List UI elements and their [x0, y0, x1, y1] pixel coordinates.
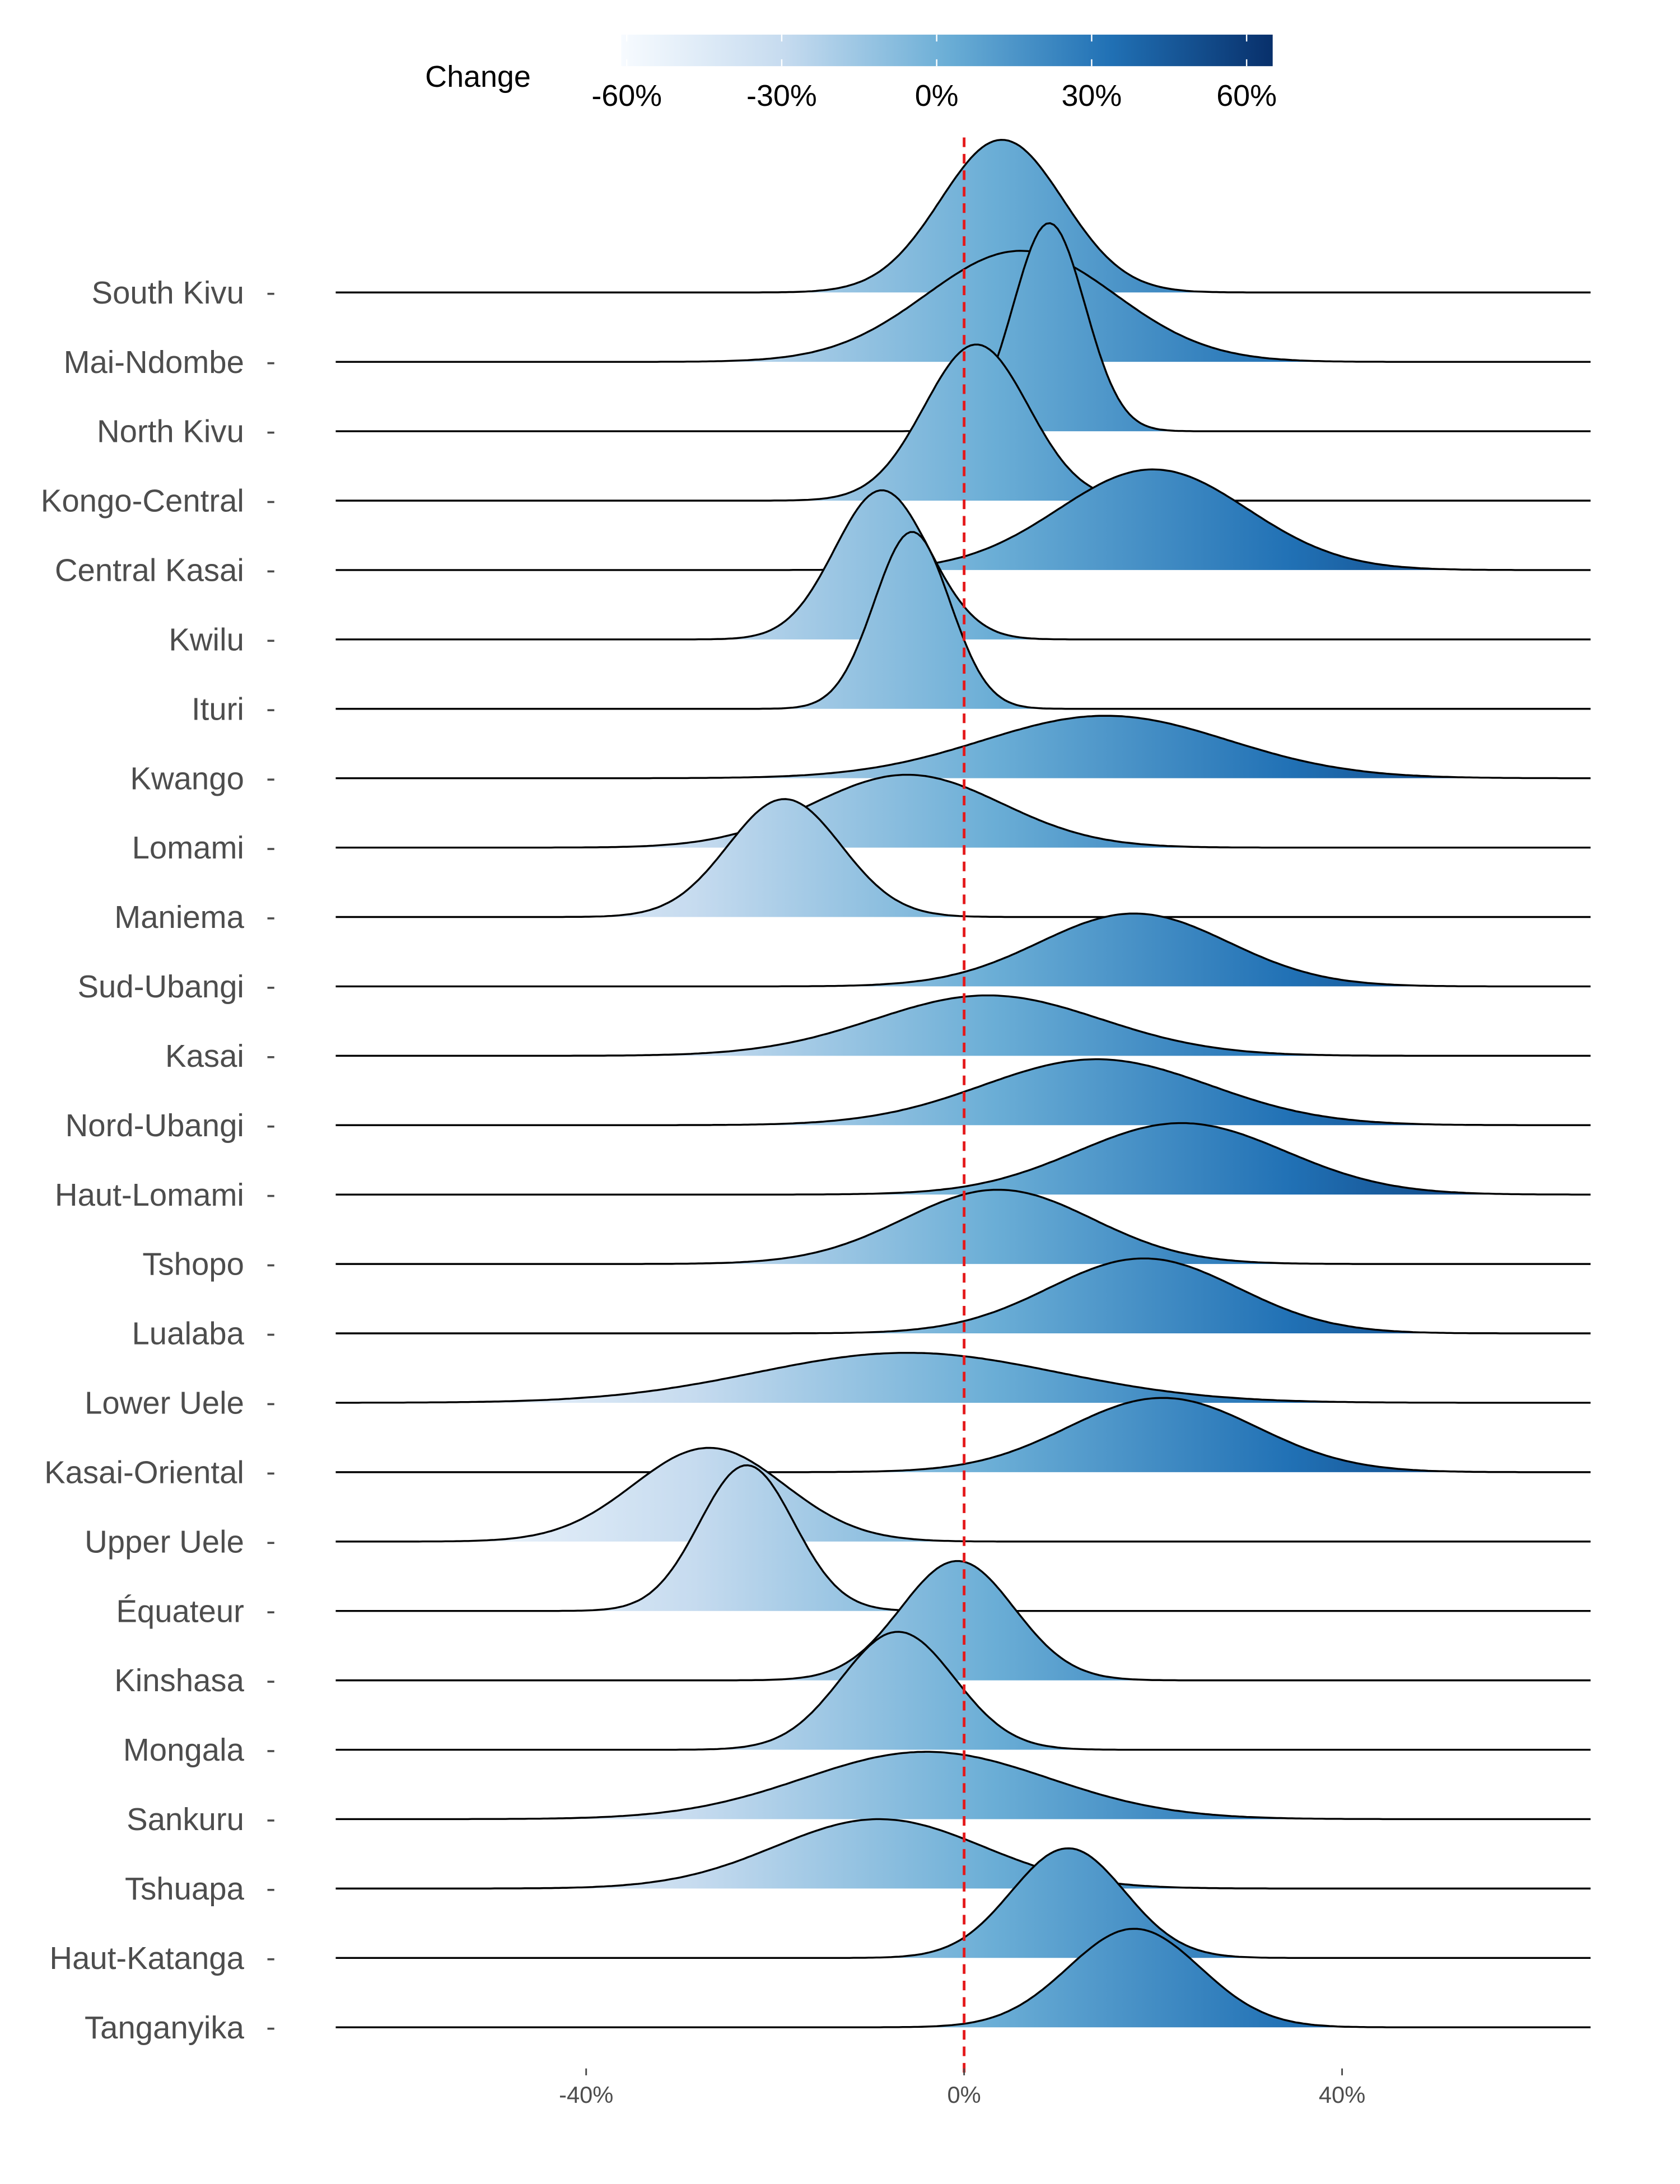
y-tick-label: Kwilu: [169, 622, 244, 657]
y-tick-label: North Kivu: [97, 414, 244, 449]
ridge-sud-ubangi: [335, 912, 1591, 988]
ridge-outline: [335, 138, 1591, 293]
y-tick-label: Sankuru: [127, 1802, 244, 1837]
ridge-outline: [335, 343, 1591, 502]
ridge-outline: [335, 1397, 1591, 1473]
legend-tick-label: -60%: [591, 79, 662, 113]
y-tick-label: Mai-Ndombe: [64, 344, 244, 380]
ridge-outline: [335, 1122, 1591, 1196]
y-tick-label: Haut-Katanga: [49, 1940, 244, 1976]
legend-tick-label: 60%: [1216, 79, 1277, 113]
y-tick-label: Tanganyika: [85, 2010, 245, 2045]
legend-tick-label: 30%: [1061, 79, 1122, 113]
ridge-outline: [335, 1257, 1591, 1334]
ridge-kasai-oriental: [335, 1397, 1591, 1473]
y-tick-label: Kasai-Oriental: [44, 1454, 244, 1490]
x-tick-label: -40%: [559, 2082, 613, 2108]
y-tick-label: Kinshasa: [114, 1663, 244, 1698]
ridge-fill: [335, 490, 1591, 640]
ridge-fill: [335, 913, 1591, 987]
y-tick-label: Équateur: [116, 1593, 244, 1628]
y-tick-label: Tshuapa: [125, 1871, 245, 1906]
ridge-fill: [335, 1258, 1591, 1334]
ridge-outline: [335, 1928, 1591, 2028]
ridge-fill: [335, 774, 1591, 848]
x-tick-label: 0%: [948, 2082, 981, 2108]
y-tick-label: Tshopo: [142, 1247, 244, 1282]
y-tick-label: Central Kasai: [55, 553, 244, 588]
x-tick-label: 40%: [1319, 2082, 1365, 2108]
legend-tick-label: -30%: [746, 79, 817, 113]
y-tick-label: Lualaba: [132, 1316, 244, 1351]
ridge-south-kivu: [335, 138, 1591, 293]
y-tick-label: Kwango: [130, 760, 244, 796]
y-tick-label: Kasai: [165, 1038, 244, 1074]
ridge-haut-lomami: [335, 1122, 1591, 1196]
y-tick-label: Haut-Lomami: [55, 1177, 244, 1212]
y-tick-label: South Kivu: [92, 275, 244, 310]
ridge-outline: [335, 912, 1591, 988]
y-tick-label: Upper Uele: [85, 1524, 244, 1559]
y-tick-label: Lower Uele: [85, 1385, 244, 1421]
ridge-fill: [335, 995, 1591, 1056]
legend: Change -60% -30% 0% 30% 60%: [425, 34, 1277, 113]
x-axis: -40% 0% 40%: [559, 2068, 1365, 2108]
y-axis: South Kivu Mai-Ndombe North Kivu Kongo-Cent…: [41, 275, 274, 2045]
y-tick-label: Lomami: [132, 830, 244, 865]
ridge-tanganyika: [335, 1928, 1591, 2028]
y-tick-label: Maniema: [114, 899, 244, 935]
ridge-lualaba: [335, 1257, 1591, 1334]
ridge-fill: [335, 1398, 1591, 1472]
ridge-fill: [335, 1448, 1591, 1542]
y-tick-label: Nord-Ubangi: [66, 1108, 244, 1143]
y-tick-label: Kongo-Central: [41, 483, 244, 519]
ridge-fill: [335, 1123, 1591, 1195]
ridge-fill: [335, 139, 1591, 293]
ridge-fill: [335, 469, 1591, 570]
legend-colorbar: [621, 34, 1273, 67]
legend-tick-label: 0%: [915, 79, 959, 113]
legend-title: Change: [425, 60, 531, 94]
y-tick-label: Ituri: [192, 691, 244, 726]
y-tick-label: Sud-Ubangi: [78, 969, 244, 1004]
y-tick-label: Mongala: [123, 1732, 245, 1767]
